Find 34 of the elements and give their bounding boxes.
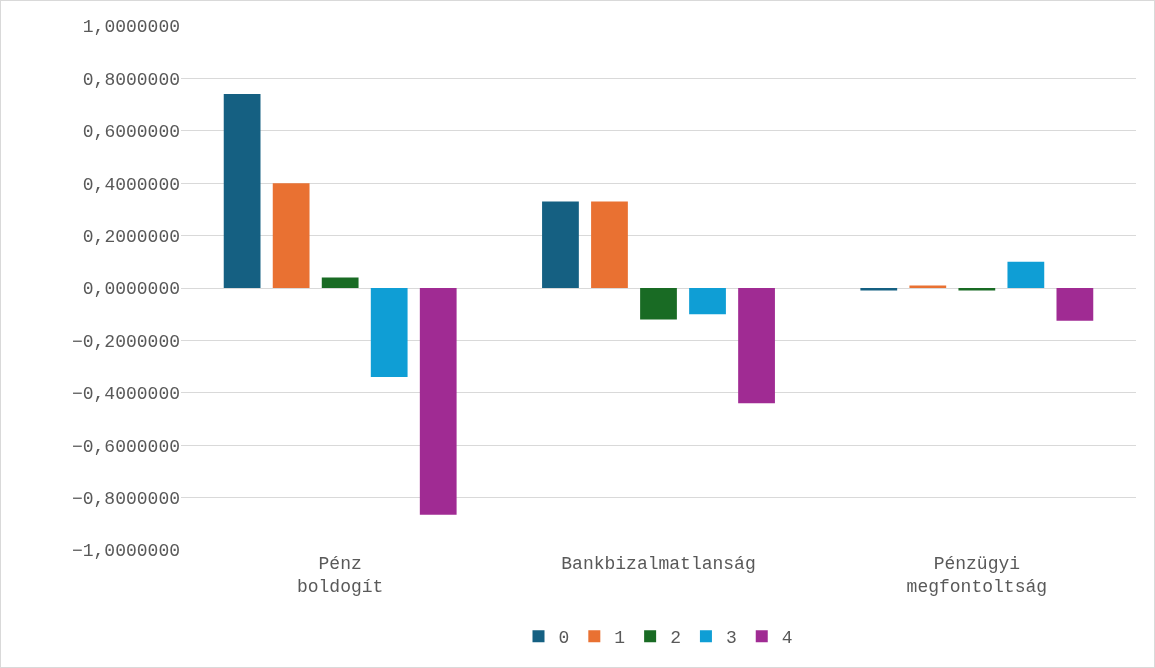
legend-label: 2	[670, 628, 681, 649]
bar	[909, 285, 947, 288]
x-tick-label: Pénzügyi megfontoltság	[906, 554, 1048, 598]
legend-label: 1	[614, 628, 626, 649]
legend-label: 3	[725, 628, 737, 649]
x-tick-label: Bankbizalmatlanság	[561, 554, 756, 574]
bar	[689, 288, 726, 315]
bar	[860, 288, 898, 291]
y-tick-label: 0,2000000	[82, 226, 180, 247]
y-tick-label: −0,2000000	[71, 331, 180, 352]
bar	[1007, 261, 1045, 288]
y-tick-label: −0,6000000	[71, 436, 180, 457]
bar	[272, 183, 310, 288]
legend-label: 4	[781, 628, 793, 649]
bar	[738, 288, 775, 404]
bar	[419, 288, 457, 515]
bar	[591, 201, 628, 288]
y-tick-label: 0,4000000	[82, 174, 180, 195]
x-tick-label: Pénz boldogít	[296, 554, 384, 598]
bar	[223, 94, 261, 288]
y-tick-label: −0,4000000	[71, 384, 180, 405]
bar	[542, 201, 579, 288]
y-tick-label: 0,6000000	[82, 122, 180, 143]
y-tick-label: −0,8000000	[71, 488, 180, 509]
legend-label: 0	[558, 628, 570, 649]
bar	[321, 277, 359, 288]
y-tick-label: −1,0000000	[71, 541, 180, 562]
y-tick-label: 1,0000000	[82, 17, 180, 38]
bar	[958, 288, 996, 291]
y-tick-label: 0,8000000	[82, 69, 180, 90]
bar	[370, 288, 408, 378]
bar	[1056, 288, 1094, 321]
bar	[640, 288, 677, 320]
y-tick-label: 0,0000000	[82, 279, 180, 300]
